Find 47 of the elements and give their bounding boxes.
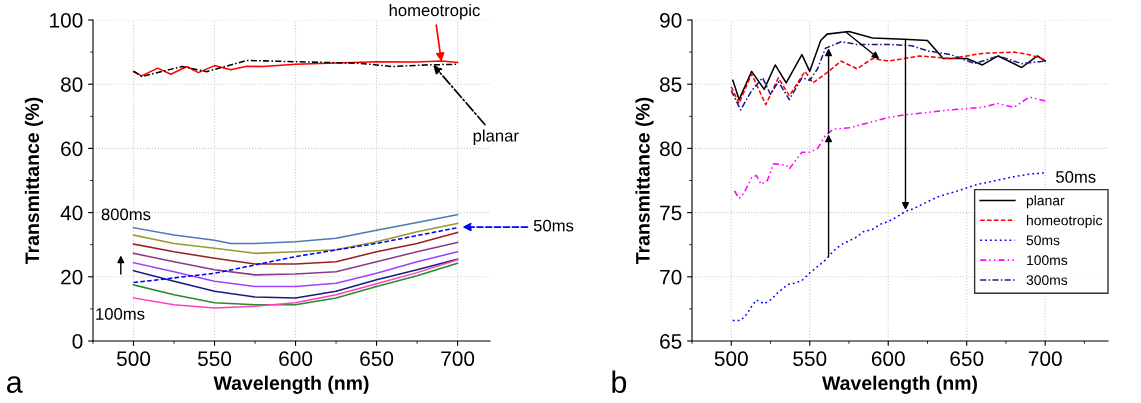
- legend-label: 50ms: [1026, 235, 1060, 246]
- x-tick-label: 600: [871, 351, 905, 367]
- x-axis-title: Wavelength (nm): [822, 375, 977, 394]
- y-tick-label: 60: [61, 141, 83, 157]
- annotation: 50ms: [1056, 171, 1096, 183]
- y-tick-label: 80: [660, 141, 682, 157]
- line-series: [132, 250, 459, 288]
- y-tick-label: 80: [61, 77, 83, 92]
- text: a: [7, 376, 23, 393]
- y-tick-label: 90: [660, 13, 682, 28]
- legend-label: planar: [1026, 195, 1065, 209]
- line-series: [730, 41, 1046, 111]
- legend-label: homeotropic: [1026, 215, 1103, 229]
- line-series: [132, 231, 459, 265]
- annotation: planar: [473, 129, 519, 145]
- y-tick-label: 70: [660, 269, 682, 285]
- legend-label: 100ms: [1027, 255, 1068, 266]
- x-tick-label: 700: [441, 351, 475, 367]
- text: 50ms: [533, 219, 574, 232]
- annotation: 800ms: [101, 208, 151, 221]
- y-tick-label: 65: [660, 334, 682, 349]
- y-tick-label: 0: [72, 334, 83, 349]
- x-tick-label: 550: [793, 351, 827, 367]
- y-tick-label: 75: [660, 205, 682, 221]
- x-tick-label: 500: [116, 351, 151, 367]
- y-tick-label: 20: [61, 269, 83, 285]
- legend-label: 300ms: [1026, 275, 1068, 285]
- line-series: [132, 222, 459, 255]
- y-tick-label: 40: [60, 205, 83, 221]
- annotation: 100ms: [96, 307, 145, 320]
- x-tick-label: 550: [197, 351, 232, 367]
- line-series: [730, 51, 1046, 106]
- y-tick-label: 85: [660, 77, 682, 92]
- line-series: [132, 258, 459, 299]
- x-tick-label: 600: [279, 351, 313, 367]
- x-tick-label: 650: [360, 351, 394, 367]
- x-tick-label: 500: [714, 351, 748, 367]
- line-series: [132, 226, 459, 284]
- annotation: homeotropic: [389, 3, 480, 20]
- y-axis-title: Transmittance (%): [24, 97, 43, 265]
- y-axis-title: Transmittance (%): [635, 97, 654, 265]
- x-axis-title: Wavelength (nm): [213, 375, 369, 394]
- x-tick-label: 650: [950, 351, 984, 367]
- line-series: [132, 241, 459, 276]
- y-tick-label: 100: [50, 13, 83, 28]
- x-tick-label: 700: [1028, 351, 1062, 367]
- text: b: [612, 370, 627, 393]
